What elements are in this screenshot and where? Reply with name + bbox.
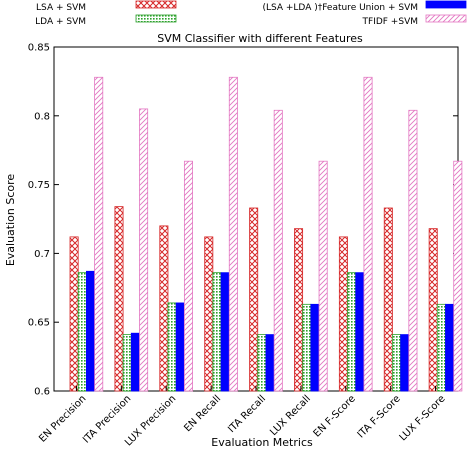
bar-1 (428, 228, 438, 392)
bar-1 (69, 236, 79, 392)
bar-2 (122, 334, 132, 392)
bar-1 (114, 206, 124, 392)
legend-label: TFIDF +SVM (362, 17, 418, 27)
bar-3 (445, 303, 455, 392)
bar-2 (436, 303, 446, 392)
bar-4 (183, 160, 193, 392)
legend: LSA + SVM LDA + SVM (LSA +LDA )†Feature Un… (35, 0, 467, 27)
bar-4 (363, 76, 373, 392)
bar-4 (453, 160, 463, 392)
x-tick-label: LUX Recall (268, 393, 313, 438)
bar-4 (318, 160, 328, 392)
bar-4 (228, 76, 238, 392)
y-tick-label: 0.6 (34, 387, 50, 398)
legend-swatch (135, 14, 177, 23)
bar-3 (220, 272, 230, 392)
bar-1 (204, 236, 214, 392)
x-tick-label: EN F-Score (312, 393, 358, 439)
y-tick-label: 0.65 (28, 318, 50, 329)
legend-swatch (425, 0, 467, 9)
bar-3 (86, 270, 96, 392)
bar-4 (139, 108, 149, 392)
bar-2 (212, 272, 222, 392)
y-tick-label: 0.85 (28, 43, 50, 54)
legend-swatch (135, 0, 177, 9)
chart-title: SVM Classifier with different Features (157, 32, 363, 45)
bar-2 (257, 334, 267, 392)
bar-2 (77, 272, 87, 392)
bar-4 (273, 109, 283, 392)
bar-3 (310, 303, 320, 392)
bar-3 (265, 334, 275, 392)
bar-1 (249, 207, 259, 392)
bar-3 (355, 272, 365, 392)
y-tick-label: 0.75 (28, 180, 50, 191)
y-tick-label: 0.7 (34, 249, 50, 260)
bar-3 (130, 332, 140, 392)
bar-1 (383, 207, 393, 392)
legend-swatch (425, 14, 467, 23)
bar-1 (294, 228, 304, 392)
bar-3 (175, 302, 185, 392)
y-axis-title: Evaluation Score (4, 174, 17, 267)
bar-1 (338, 236, 348, 392)
x-tick-label: ITA F-Score (356, 393, 403, 440)
x-tick-label: LUX F-Score (398, 393, 448, 443)
legend-label: (LSA +LDA )†Feature Union + SVM (262, 3, 418, 13)
x-axis-title: Evaluation Metrics (211, 436, 313, 449)
bar-4 (94, 76, 104, 392)
y-tick-label: 0.8 (34, 111, 50, 122)
legend-label: LDA + SVM (35, 17, 86, 27)
bar-2 (347, 272, 357, 392)
bar-1 (159, 225, 169, 392)
bar-3 (400, 334, 410, 392)
bar-2 (302, 303, 312, 392)
bar-2 (392, 334, 402, 392)
x-tick-label: ITA Recall (226, 393, 268, 435)
legend-label: LSA + SVM (36, 3, 86, 13)
bar-4 (408, 109, 418, 392)
x-tick-label: EN Recall (182, 393, 223, 434)
bar-2 (167, 302, 177, 392)
